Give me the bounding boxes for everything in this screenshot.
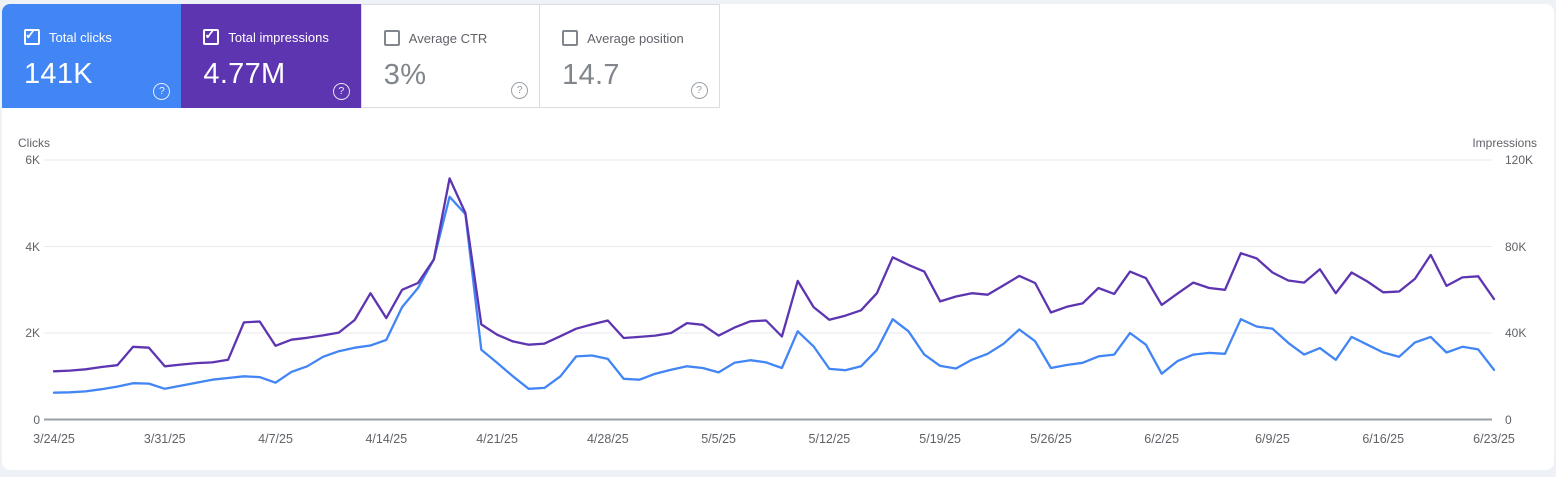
right-axis-tick: 0 <box>1505 412 1512 427</box>
total-clicks-value: 141K <box>24 58 93 90</box>
checkmark-icon: ✓ <box>204 27 216 42</box>
card-header: Average position <box>562 30 718 46</box>
right-axis-tick: 120K <box>1505 153 1534 167</box>
card-total-impressions[interactable]: ✓ Total impressions 4.77M ? <box>181 4 361 108</box>
checkmark-icon: ✓ <box>25 27 36 42</box>
average-ctr-value: 3% <box>383 59 427 91</box>
impressions-line <box>52 177 1496 373</box>
average-ctr-checkbox[interactable] <box>383 30 400 46</box>
x-axis-label: 3/24/25 <box>33 432 75 446</box>
x-axis-label: 4/7/25 <box>258 432 293 446</box>
card-average-position[interactable]: Average position 14.7 ? <box>540 4 720 108</box>
card-average-ctr[interactable]: Average CTR 3% ? <box>360 4 541 108</box>
right-axis-title: Impressions <box>1472 136 1537 150</box>
help-icon[interactable]: ? <box>332 83 350 100</box>
x-axis-label: 5/12/25 <box>808 432 851 446</box>
average-position-value: 14.7 <box>562 59 620 91</box>
card-label: Total impressions <box>228 29 329 45</box>
card-label: Total clicks <box>49 29 112 45</box>
left-axis-tick: 6K <box>25 153 40 167</box>
metric-cards: ✓ Total clicks 141K ? ✓ Total impression… <box>2 4 720 108</box>
left-axis-tick: 0 <box>33 412 40 427</box>
left-axis-title: Clicks <box>18 136 50 150</box>
help-icon[interactable]: ? <box>153 83 171 100</box>
total-clicks-checkbox[interactable]: ✓ <box>24 27 40 45</box>
x-axis-label: 6/2/25 <box>1144 432 1180 446</box>
help-icon[interactable]: ? <box>690 82 708 99</box>
clicks-line <box>52 195 1496 394</box>
x-axis-label: 5/5/25 <box>701 432 736 446</box>
card-label: Average CTR <box>408 30 488 46</box>
x-axis-label: 4/21/25 <box>476 432 518 446</box>
x-axis-label: 5/19/25 <box>919 432 961 446</box>
x-axis-label: 6/23/25 <box>1473 432 1515 446</box>
x-axis-label: 4/14/25 <box>365 432 408 446</box>
card-header: ✓ Total impressions <box>203 27 360 45</box>
total-impressions-checkbox[interactable]: ✓ <box>203 27 220 45</box>
x-axis-label: 6/16/25 <box>1362 432 1405 446</box>
right-axis-tick: 80K <box>1505 239 1527 254</box>
x-axis-label: 6/9/25 <box>1255 432 1290 446</box>
card-header: Average CTR <box>383 30 539 46</box>
average-position-checkbox[interactable] <box>562 30 579 46</box>
left-axis-tick: 4K <box>25 239 40 254</box>
right-axis-tick: 40K <box>1505 326 1527 340</box>
card-total-clicks[interactable]: ✓ Total clicks 141K ? <box>2 4 182 108</box>
card-header: ✓ Total clicks <box>24 27 181 45</box>
total-impressions-value: 4.77M <box>203 58 286 90</box>
help-icon[interactable]: ? <box>511 82 529 99</box>
x-axis-label: 4/28/25 <box>586 432 629 446</box>
card-label: Average position <box>587 30 684 46</box>
x-axis-label: 5/26/25 <box>1030 432 1072 446</box>
x-axis-label: 3/31/25 <box>143 432 186 446</box>
left-axis-tick: 2K <box>25 326 40 340</box>
